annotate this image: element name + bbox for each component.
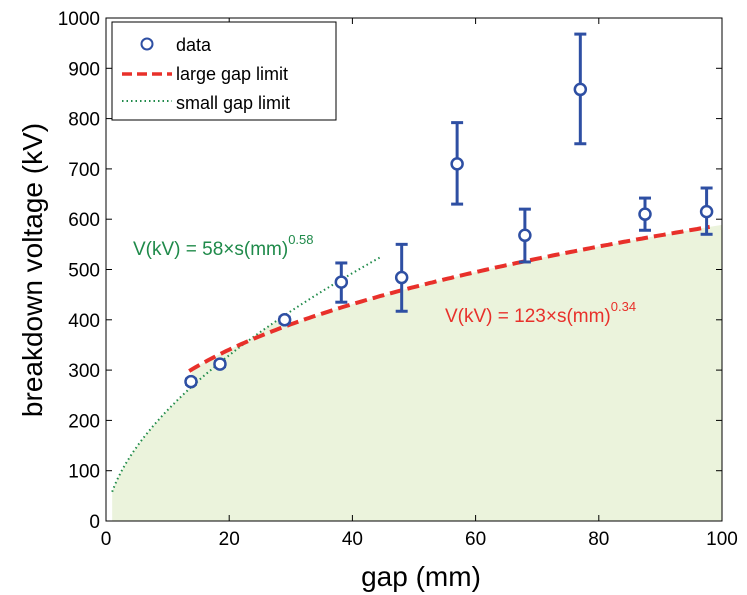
x-tick-label-80: 80	[588, 529, 609, 550]
small-gap-equation-label: V(kV) = 58×s(mm)0.58	[133, 232, 314, 260]
data-point-4	[334, 275, 349, 289]
breakdown-region	[112, 224, 722, 521]
data-point-6	[450, 157, 464, 171]
legend-data-marker-icon	[140, 37, 154, 51]
data-point-3	[277, 313, 292, 327]
y-tick-label-200: 200	[68, 411, 100, 432]
y-tick-label-1000: 1000	[58, 9, 100, 30]
data-point-8	[573, 82, 588, 97]
legend-label-small-gap: small gap limit	[176, 93, 290, 113]
large-gap-equation-exponent: 0.34	[611, 299, 636, 314]
x-tick-label-20: 20	[219, 529, 240, 550]
y-tick-label-0: 0	[89, 512, 100, 533]
small-gap-equation-text: V(kV) = 58×s(mm)	[133, 239, 288, 260]
x-tick-label-0: 0	[101, 529, 112, 550]
y-tick-label-800: 800	[68, 110, 100, 131]
data-point-9	[638, 207, 652, 221]
x-tick-label-40: 40	[342, 529, 363, 550]
y-tick-label-900: 900	[68, 59, 100, 80]
data-point-10	[699, 204, 714, 219]
data-point-7	[518, 228, 532, 243]
y-tick-label-300: 300	[68, 361, 100, 382]
y-tick-label-700: 700	[68, 160, 100, 181]
y-tick-label-100: 100	[68, 462, 100, 483]
large-gap-equation-label: V(kV) = 123×s(mm)0.34	[445, 299, 636, 327]
large-gap-equation-text: V(kV) = 123×s(mm)	[445, 306, 611, 327]
x-tick-label-60: 60	[465, 529, 486, 550]
large-gap-limit-line	[188, 224, 711, 373]
legend-label-large-gap: large gap limit	[176, 64, 288, 84]
data-point-2	[213, 357, 227, 371]
x-tick-label-100: 100	[706, 529, 738, 550]
y-tick-label-600: 600	[68, 210, 100, 231]
data-point-5	[394, 270, 409, 285]
data-point-1	[184, 374, 198, 389]
y-tick-label-500: 500	[68, 261, 100, 282]
legend-label-data: data	[176, 35, 212, 55]
y-axis-title: breakdown voltage (kV)	[17, 123, 48, 417]
plot-area: 0 20 40 60 80 1000100200300400500600700800900…	[58, 9, 738, 550]
small-gap-equation-exponent: 0.58	[288, 232, 313, 247]
legend: data large gap limit small gap limit	[111, 21, 337, 121]
x-axis-title: gap (mm)	[361, 561, 481, 592]
y-tick-label-400: 400	[68, 311, 100, 332]
